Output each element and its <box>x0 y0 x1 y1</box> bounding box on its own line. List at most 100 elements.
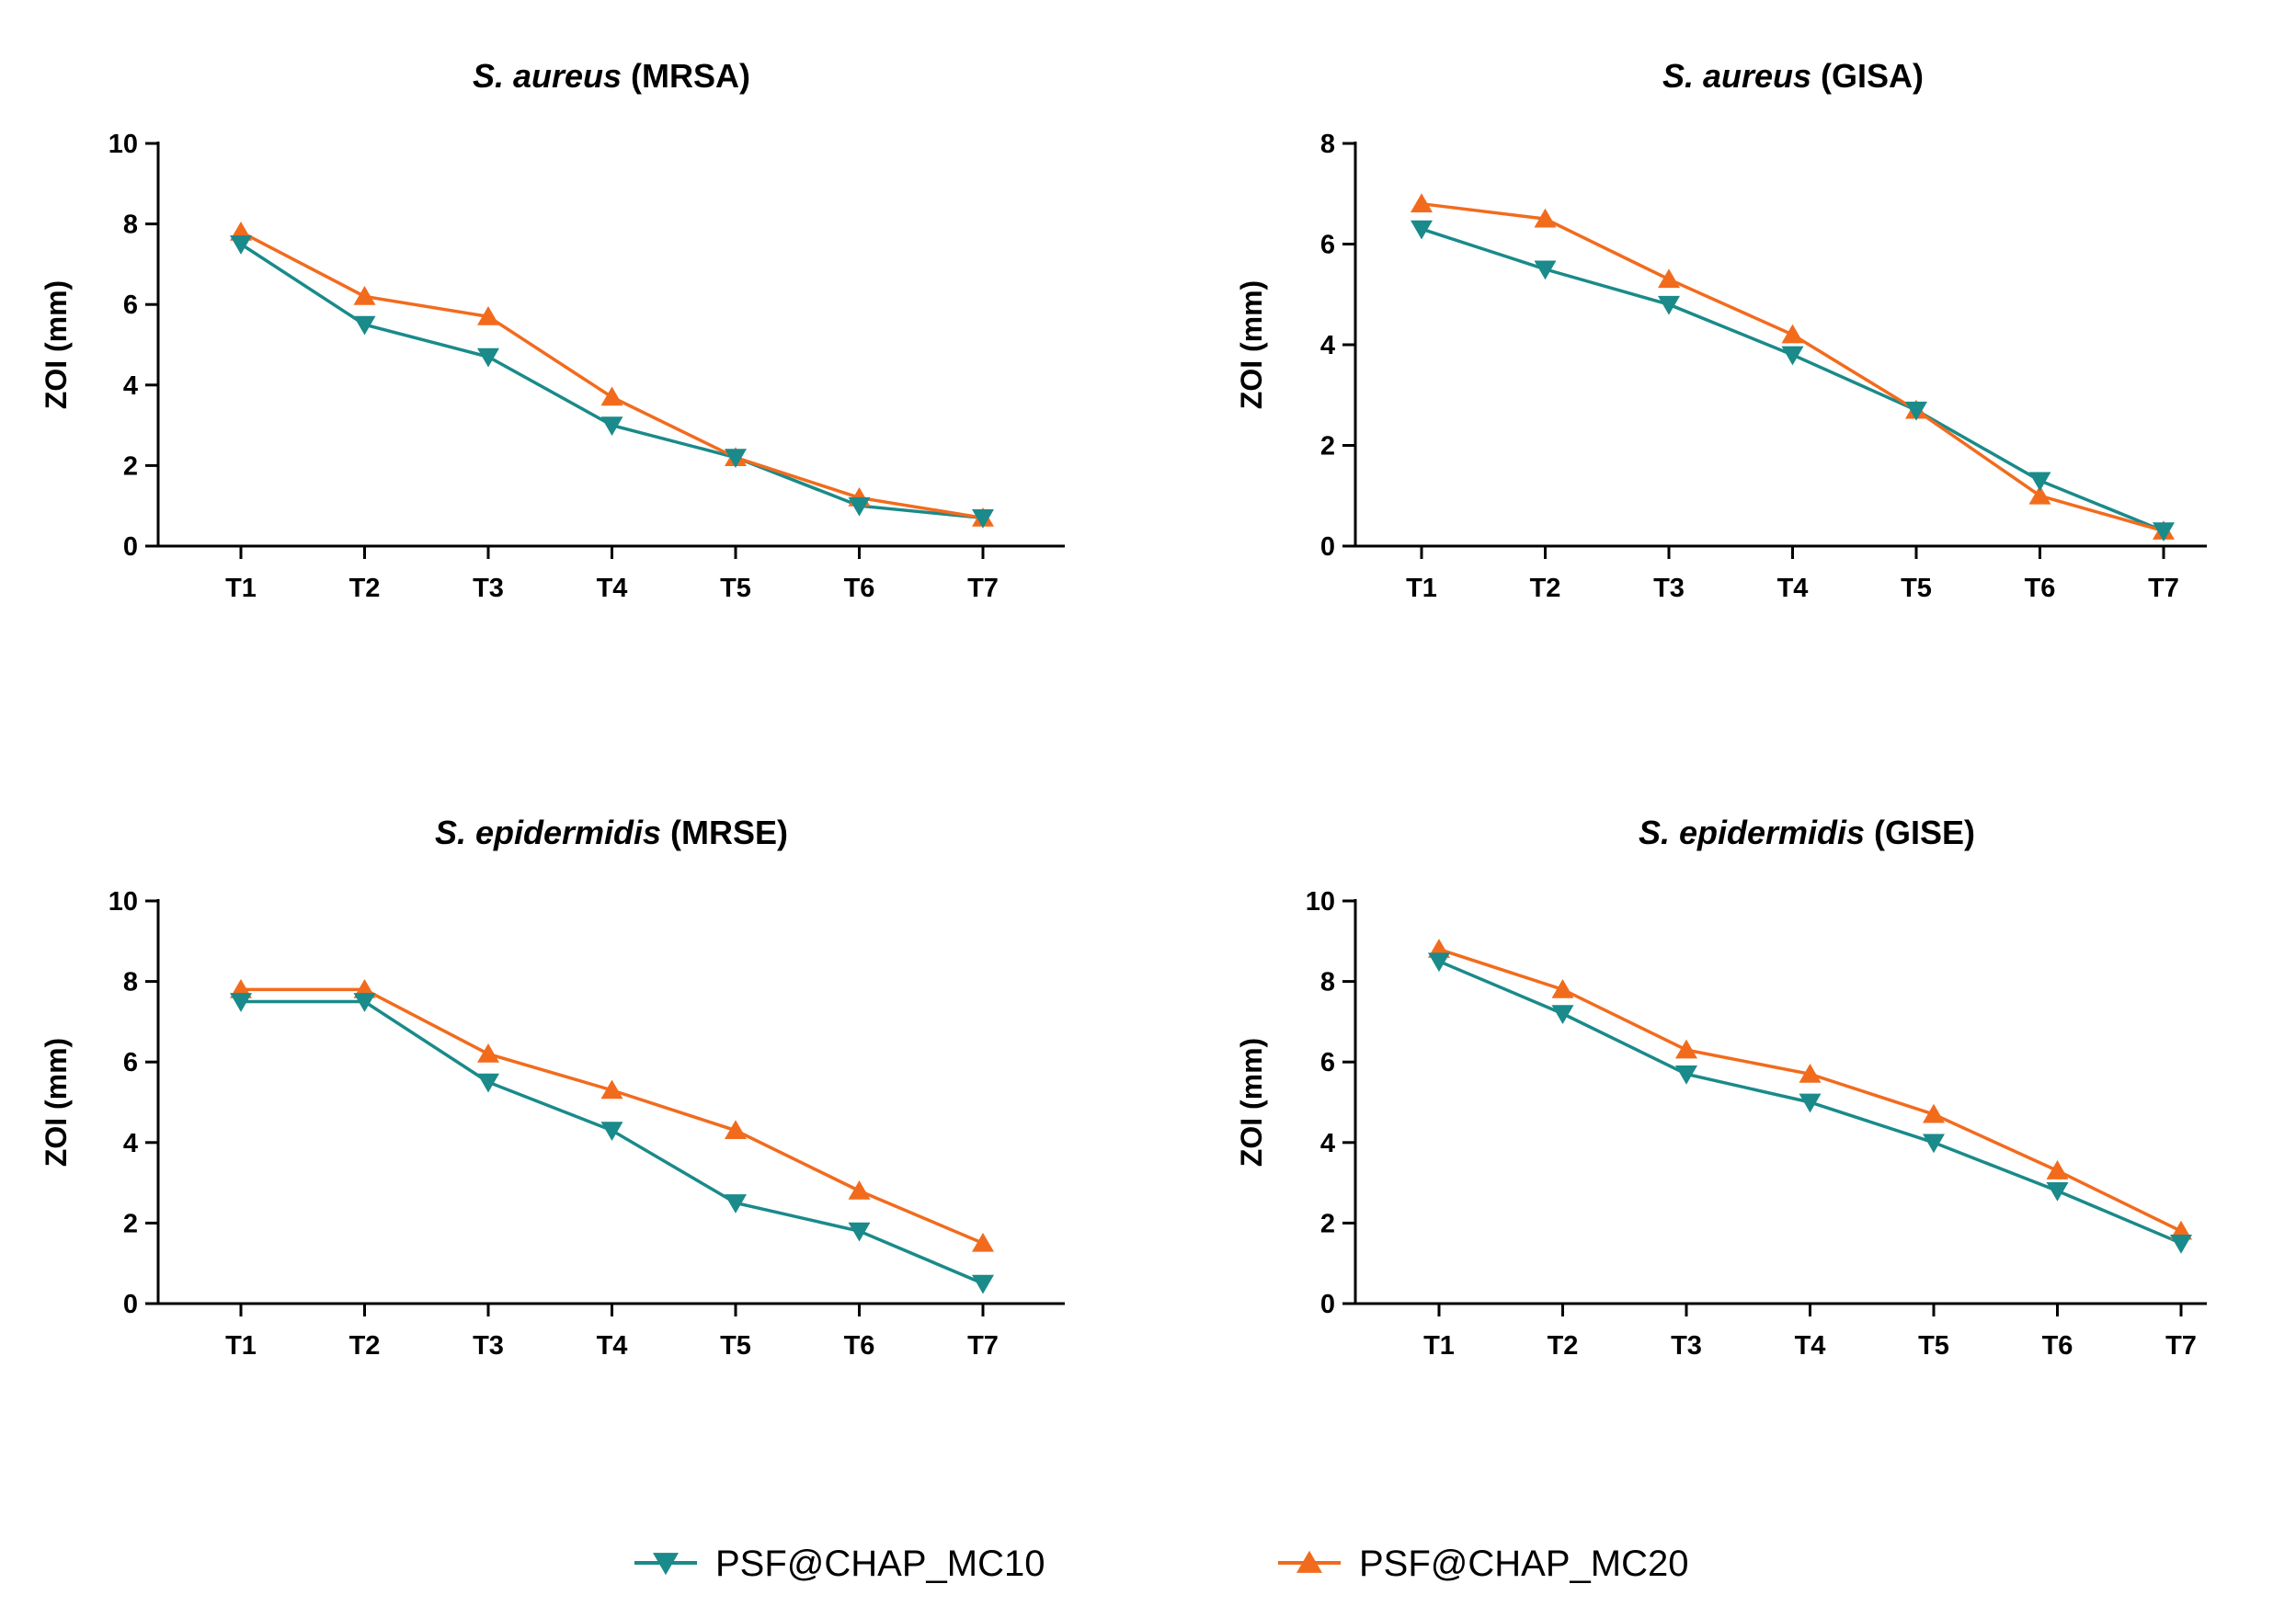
y-axis-label: ZOI (mm) <box>40 280 73 409</box>
y-tick-label: 4 <box>1320 331 1335 360</box>
data-point-series-1 <box>2046 1182 2069 1202</box>
data-point-series-1 <box>1799 1093 1822 1113</box>
legend-marker-icon <box>653 1553 679 1576</box>
series-line-2 <box>240 230 984 520</box>
series-line-1 <box>241 999 984 1285</box>
y-tick-label: 10 <box>109 887 138 917</box>
data-point-series-1 <box>2028 472 2051 492</box>
y-tick-label: 0 <box>1320 532 1335 562</box>
data-point-series-1 <box>230 993 252 1012</box>
data-point-series-1 <box>1905 401 1927 421</box>
data-point-series-2 <box>1534 208 1557 228</box>
y-axis-label: ZOI (mm) <box>40 1038 73 1167</box>
y-tick-label: 8 <box>123 968 138 997</box>
x-tick-label: T6 <box>844 574 875 603</box>
y-tick-label: 4 <box>123 371 138 401</box>
data-point-series-1 <box>848 1222 871 1242</box>
x-tick-label: T6 <box>844 1331 875 1361</box>
data-point-series-1 <box>972 508 994 529</box>
data-point-series-1 <box>1551 1005 1574 1025</box>
data-point-series-2 <box>1551 978 1574 998</box>
chart-panel-3: S. epidermidis (MRSE) 0 2 4 6 8 10 T1 T2 T3 T4 T5 T6… <box>40 814 1065 1361</box>
chart-title: S. epidermidis (GISE) <box>1639 814 1975 851</box>
chart-title: S. aureus (MRSA) <box>473 57 750 95</box>
data-point-series-2 <box>600 386 623 406</box>
y-tick-label: 2 <box>123 1209 138 1238</box>
x-tick-label: T7 <box>967 1331 999 1361</box>
y-tick-label: 10 <box>109 130 138 159</box>
legend: PSF@CHAP_MC10 PSF@CHAP_MC20 <box>634 1544 1688 1584</box>
x-tick-label: T3 <box>473 1331 504 1361</box>
data-point-series-1 <box>848 496 871 517</box>
chart-title-strain: (MRSA) <box>622 57 750 95</box>
chart-panel-4: S. epidermidis (GISE) 0 2 4 6 8 10 T1 T2 T3 T4 T5 T6… <box>1235 814 2207 1361</box>
x-tick-label: T4 <box>1777 574 1809 603</box>
data-point-series-2 <box>477 305 499 325</box>
y-tick-label: 2 <box>1320 1209 1335 1238</box>
y-axis-label: ZOI (mm) <box>1235 1038 1268 1167</box>
legend-item-2: PSF@CHAP_MC20 <box>1278 1544 1688 1584</box>
chart-title-species: S. aureus <box>473 57 622 95</box>
data-point-series-2 <box>1923 1103 1945 1123</box>
x-tick-label: T3 <box>1653 574 1685 603</box>
y-tick-label: 2 <box>1320 432 1335 461</box>
y-tick-label: 2 <box>123 451 138 481</box>
legend-label: PSF@CHAP_MC20 <box>1359 1544 1688 1584</box>
legend-label: PSF@CHAP_MC10 <box>715 1544 1045 1584</box>
chart-title-strain: (GISE) <box>1865 814 1975 851</box>
data-point-series-1 <box>353 315 376 336</box>
x-tick-label: T6 <box>2025 574 2056 603</box>
data-point-series-2 <box>1675 1039 1697 1059</box>
y-tick-label: 0 <box>1320 1290 1335 1319</box>
data-point-series-1 <box>1411 220 1433 240</box>
data-point-series-1 <box>353 993 376 1012</box>
chart-title-strain: (MRSE) <box>661 814 788 851</box>
data-point-series-2 <box>1411 193 1433 213</box>
data-point-series-1 <box>725 1194 747 1214</box>
x-tick-label: T4 <box>1795 1331 1826 1361</box>
x-tick-label: T5 <box>720 1331 751 1361</box>
x-tick-label: T1 <box>225 574 257 603</box>
data-point-series-2 <box>2028 484 2051 505</box>
x-tick-label: T5 <box>1918 1331 1949 1361</box>
chart-title-strain: (GISA) <box>1811 57 1924 95</box>
chart-title-species: S. aureus <box>1662 57 1811 95</box>
data-point-series-1 <box>1428 952 1450 973</box>
y-tick-label: 0 <box>123 1290 138 1319</box>
x-tick-label: T5 <box>1901 574 1932 603</box>
y-tick-label: 4 <box>1320 1129 1335 1158</box>
x-tick-label: T7 <box>2148 574 2179 603</box>
data-point-series-1 <box>972 1274 994 1294</box>
y-tick-label: 8 <box>1320 968 1335 997</box>
data-point-series-2 <box>2046 1160 2069 1179</box>
y-tick-label: 8 <box>1320 130 1335 159</box>
y-tick-label: 6 <box>1320 1048 1335 1077</box>
data-point-series-1 <box>1534 260 1557 280</box>
series-line-2 <box>1421 201 2165 533</box>
x-tick-label: T2 <box>349 1331 381 1361</box>
data-point-series-1 <box>230 235 252 255</box>
data-point-series-1 <box>2153 522 2175 541</box>
x-tick-label: T2 <box>349 574 381 603</box>
x-tick-label: T3 <box>1671 1331 1702 1361</box>
y-tick-label: 4 <box>123 1129 138 1158</box>
data-point-series-1 <box>477 1073 499 1093</box>
legend-marker-icon <box>1296 1550 1322 1573</box>
chart-panels: S. aureus (MRSA) 0 2 4 6 8 10 T1 T2 T3 T4 T5 T6 T7 ZOI… <box>40 57 2207 1361</box>
x-tick-label: T4 <box>597 1331 628 1361</box>
data-point-series-2 <box>477 1043 499 1063</box>
data-point-series-1 <box>600 416 623 436</box>
x-tick-label: T6 <box>2042 1331 2073 1361</box>
data-point-series-2 <box>600 1079 623 1100</box>
data-point-series-2 <box>972 1232 994 1252</box>
y-tick-label: 10 <box>1306 887 1335 917</box>
data-point-series-2 <box>725 1120 747 1140</box>
data-point-series-2 <box>353 286 376 305</box>
x-tick-label: T7 <box>2165 1331 2197 1361</box>
y-tick-label: 6 <box>123 1048 138 1077</box>
x-tick-label: T1 <box>1423 1331 1455 1361</box>
data-point-series-1 <box>725 449 747 469</box>
data-point-series-2 <box>1799 1063 1822 1083</box>
series-line-1 <box>1421 227 2165 533</box>
